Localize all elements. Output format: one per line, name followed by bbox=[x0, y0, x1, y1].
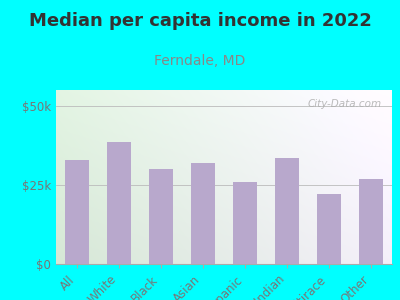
Bar bbox=[66, 160, 88, 264]
Text: City-Data.com: City-Data.com bbox=[308, 99, 382, 109]
Bar bbox=[150, 169, 172, 264]
Bar bbox=[318, 194, 340, 264]
Bar bbox=[360, 178, 382, 264]
Text: Ferndale, MD: Ferndale, MD bbox=[154, 54, 246, 68]
Text: Median per capita income in 2022: Median per capita income in 2022 bbox=[28, 12, 372, 30]
Bar bbox=[276, 158, 298, 264]
Bar bbox=[108, 142, 130, 264]
Bar bbox=[192, 163, 214, 264]
Bar bbox=[234, 182, 256, 264]
